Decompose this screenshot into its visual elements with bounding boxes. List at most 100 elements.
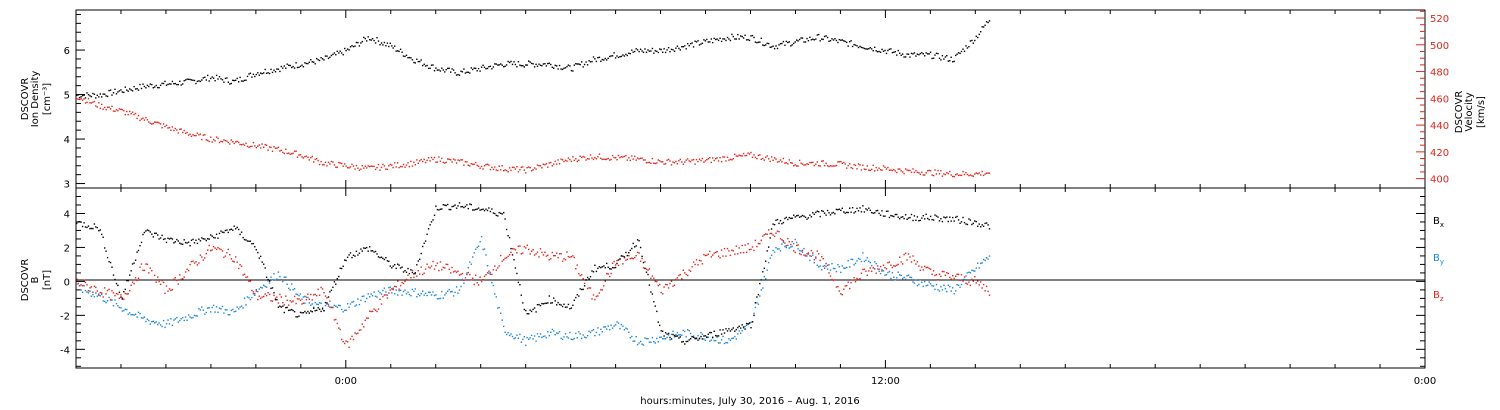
density-point bbox=[700, 43, 702, 45]
velocity-point bbox=[176, 129, 178, 131]
bx-point bbox=[483, 209, 486, 212]
velocity-point bbox=[865, 168, 867, 171]
by-point bbox=[270, 276, 272, 278]
bz-point bbox=[980, 281, 982, 283]
density-point bbox=[255, 73, 257, 76]
bx-point bbox=[438, 209, 440, 211]
density-point bbox=[158, 87, 160, 89]
density-point bbox=[295, 62, 297, 64]
velocity-point bbox=[450, 159, 452, 161]
bz-point bbox=[367, 317, 369, 319]
density-point bbox=[636, 49, 639, 51]
density-point bbox=[974, 39, 976, 42]
by-point bbox=[429, 291, 431, 293]
bx-point bbox=[751, 321, 754, 323]
bz-point bbox=[567, 255, 570, 258]
bx-point bbox=[804, 216, 807, 218]
velocity-point bbox=[232, 141, 234, 143]
by-point bbox=[467, 267, 469, 269]
bz-point bbox=[632, 258, 634, 260]
bx-point bbox=[215, 233, 218, 235]
bx-point bbox=[725, 328, 727, 330]
density-point bbox=[98, 96, 100, 98]
by-point bbox=[170, 318, 172, 320]
bx-point bbox=[710, 331, 712, 334]
bz-point bbox=[829, 275, 832, 277]
density-point bbox=[439, 70, 442, 72]
velocity-point bbox=[429, 160, 431, 162]
by-point bbox=[439, 297, 442, 300]
bz-point bbox=[99, 291, 101, 294]
bx-point bbox=[909, 216, 911, 219]
bx-point bbox=[716, 335, 718, 337]
velocity-point bbox=[466, 161, 468, 163]
bz-point bbox=[664, 283, 667, 286]
bx-point bbox=[351, 256, 353, 259]
bz-point bbox=[392, 288, 394, 291]
bx-point bbox=[127, 280, 129, 282]
velocity-point bbox=[591, 157, 593, 159]
bx-point bbox=[176, 238, 178, 241]
density-point bbox=[628, 52, 630, 54]
by-point bbox=[252, 293, 255, 295]
bx-point bbox=[503, 211, 505, 214]
bx-point bbox=[111, 266, 113, 268]
bz-point bbox=[673, 284, 676, 286]
bz-point bbox=[503, 259, 505, 261]
by-point bbox=[76, 283, 78, 286]
bz-point bbox=[582, 278, 584, 280]
velocity-point bbox=[607, 157, 609, 160]
velocity-point bbox=[432, 158, 434, 161]
by-point bbox=[530, 334, 533, 337]
bx-point bbox=[778, 222, 780, 225]
bz-point bbox=[684, 272, 686, 274]
bx-point bbox=[121, 298, 123, 300]
bz-point bbox=[95, 286, 97, 289]
density-point bbox=[766, 42, 768, 44]
bz-point bbox=[934, 274, 936, 277]
density-point bbox=[133, 85, 135, 88]
velocity-point bbox=[236, 140, 238, 143]
by-point bbox=[875, 262, 877, 265]
velocity-point bbox=[819, 165, 821, 167]
by-point bbox=[505, 333, 508, 336]
bx-point bbox=[80, 221, 82, 223]
y-tick-label-top-left: 6 bbox=[64, 46, 70, 57]
by-point bbox=[651, 337, 654, 339]
by-point bbox=[723, 342, 726, 345]
by-point bbox=[826, 268, 829, 270]
bz-point bbox=[698, 259, 701, 262]
by-point bbox=[551, 328, 553, 331]
density-point bbox=[95, 97, 97, 99]
by-point bbox=[676, 331, 679, 334]
by-point bbox=[195, 315, 197, 317]
density-point bbox=[199, 80, 202, 83]
by-point bbox=[732, 337, 734, 339]
density-point bbox=[408, 56, 411, 59]
bz-point bbox=[744, 244, 746, 246]
bz-point bbox=[918, 265, 920, 267]
bx-point bbox=[482, 208, 484, 210]
bx-point bbox=[695, 337, 698, 339]
y-tick-label-bottom-left: 2 bbox=[64, 243, 70, 254]
velocity-point bbox=[258, 144, 260, 146]
velocity-point bbox=[560, 158, 562, 160]
bx-point bbox=[472, 209, 474, 211]
bx-point bbox=[600, 266, 602, 269]
bz-point bbox=[263, 295, 265, 298]
bz-point bbox=[806, 253, 808, 255]
density-point bbox=[140, 87, 143, 90]
density-point bbox=[170, 83, 172, 85]
bz-point bbox=[298, 298, 300, 300]
velocity-point bbox=[255, 147, 257, 149]
density-point bbox=[804, 41, 807, 43]
bz-point bbox=[211, 249, 213, 251]
velocity-point bbox=[513, 166, 515, 169]
by-point bbox=[664, 338, 667, 340]
bx-point bbox=[183, 239, 185, 241]
bx-point bbox=[535, 311, 537, 313]
bz-point bbox=[924, 265, 926, 268]
by-point bbox=[129, 312, 131, 314]
bx-point bbox=[439, 208, 442, 210]
bz-point bbox=[913, 259, 916, 262]
